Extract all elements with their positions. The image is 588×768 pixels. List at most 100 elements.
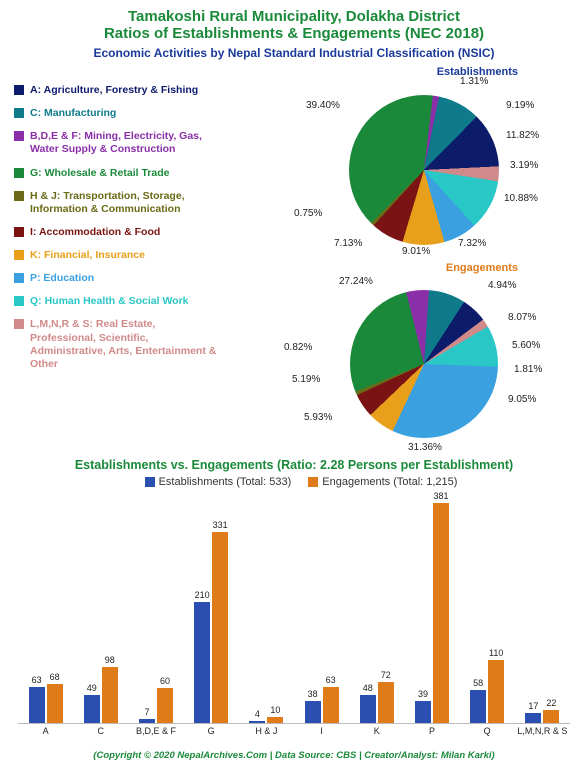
bar-value-label: 63 — [326, 675, 336, 685]
bar-establishments: 4 — [249, 721, 265, 723]
pie-charts-column: Establishments 39.40%1.31%9.19%11.82%3.1… — [224, 66, 578, 452]
pie-slice-label: 7.13% — [334, 238, 362, 249]
bar-engagements: 10 — [267, 717, 283, 723]
xaxis-label: I — [320, 726, 323, 736]
bar-establishments: 39 — [415, 701, 431, 724]
legend-label: H & J: Transportation, Storage, Informat… — [30, 190, 224, 216]
legend-swatch — [14, 250, 24, 260]
legend-row: G: Wholesale & Retail Trade — [14, 167, 224, 180]
legend-row: L,M,N,R & S: Real Estate, Professional, … — [14, 318, 224, 371]
bar-chart-legend: Establishments (Total: 533) Engagements … — [0, 476, 588, 488]
legend-label: K: Financial, Insurance — [30, 249, 145, 262]
bar-establishments: 49 — [84, 695, 100, 723]
pie-title-establishments: Establishments — [224, 66, 578, 78]
bar-group: 410 — [249, 717, 283, 723]
bar-value-label: 60 — [160, 676, 170, 686]
bar-establishments: 48 — [360, 695, 376, 723]
bar-chart-plot: 6368499876021033141038634872393815811017… — [18, 494, 570, 724]
legend-swatch-establishments — [145, 477, 155, 487]
bar-group: 58110 — [470, 660, 504, 724]
legend-label: I: Accommodation & Food — [30, 226, 160, 239]
xaxis-label: L,M,N,R & S — [517, 726, 567, 736]
xaxis-label: Q — [484, 726, 491, 736]
bar-group: 6368 — [29, 684, 63, 723]
pie-slice-label: 0.75% — [294, 208, 322, 219]
bar-group: 4872 — [360, 682, 394, 724]
pie-slice-label: 1.81% — [514, 364, 542, 375]
bar-engagements: 381 — [433, 503, 449, 723]
bar-establishments: 7 — [139, 719, 155, 723]
legend-label-establishments: Establishments (Total: 533) — [159, 476, 292, 488]
pie-slice-label: 8.07% — [508, 312, 536, 323]
bar-group: 39381 — [415, 503, 449, 723]
bar-engagements: 68 — [47, 684, 63, 723]
legend-label-engagements: Engagements (Total: 1,215) — [322, 476, 457, 488]
page-title-line2: Ratios of Establishments & Engagements (… — [10, 25, 578, 42]
bar-value-label: 110 — [489, 648, 503, 658]
pie-slice-label: 39.40% — [306, 100, 340, 111]
bar-value-label: 72 — [381, 670, 391, 680]
legend-swatch-engagements — [308, 477, 318, 487]
pie-slice-label: 27.24% — [339, 276, 373, 287]
bar-value-label: 331 — [213, 520, 228, 530]
pie-slice-label: 5.93% — [304, 412, 332, 423]
pie-slice-label: 5.60% — [512, 340, 540, 351]
bar-engagements: 63 — [323, 687, 339, 723]
pie-slice-label: 10.88% — [504, 193, 538, 204]
bar-value-label: 210 — [195, 590, 210, 600]
bar-value-label: 49 — [87, 683, 97, 693]
pie-slice-label: 31.36% — [408, 442, 442, 453]
pie-slice-label: 7.32% — [458, 238, 486, 249]
legend-label: C: Manufacturing — [30, 107, 116, 120]
legend-label: Q: Human Health & Social Work — [30, 295, 189, 308]
bar-value-label: 63 — [32, 675, 42, 685]
bar-establishments: 63 — [29, 687, 45, 723]
title-block: Tamakoshi Rural Municipality, Dolakha Di… — [0, 0, 588, 62]
legend-row: B,D,E & F: Mining, Electricity, Gas, Wat… — [14, 130, 224, 156]
pie-slice-label: 9.01% — [402, 246, 430, 257]
bar-group: 760 — [139, 688, 173, 723]
legend-row: Q: Human Health & Social Work — [14, 295, 224, 308]
category-legend: A: Agriculture, Forestry & Fishing C: Man… — [14, 66, 224, 452]
footer-credit: (Copyright © 2020 NepalArchives.Com | Da… — [0, 750, 588, 761]
bar-value-label: 17 — [528, 701, 538, 711]
bar-engagements: 72 — [378, 682, 394, 724]
legend-row: H & J: Transportation, Storage, Informat… — [14, 190, 224, 216]
legend-label: A: Agriculture, Forestry & Fishing — [30, 84, 198, 97]
legend-swatch — [14, 296, 24, 306]
xaxis-label: P — [429, 726, 435, 736]
legend-swatch — [14, 108, 24, 118]
legend-swatch — [14, 168, 24, 178]
pie-section: A: Agriculture, Forestry & Fishing C: Man… — [0, 62, 588, 452]
pie-chart-establishments — [349, 95, 499, 245]
bar-value-label: 48 — [363, 683, 373, 693]
bar-group: 210331 — [194, 532, 228, 723]
pie-slice-label: 5.19% — [292, 374, 320, 385]
bar-engagements: 22 — [543, 710, 559, 723]
bar-group: 4998 — [84, 667, 118, 724]
legend-swatch — [14, 131, 24, 141]
legend-label: B,D,E & F: Mining, Electricity, Gas, Wat… — [30, 130, 224, 156]
pie-slice-label: 11.82% — [506, 130, 539, 141]
legend-label: P: Education — [30, 272, 94, 285]
legend-label: G: Wholesale & Retail Trade — [30, 167, 169, 180]
pie-engagements-wrap: 27.24%4.94%8.07%5.60%1.81%9.05%31.36%5.9… — [224, 274, 578, 452]
legend-swatch — [14, 319, 24, 329]
bar-value-label: 68 — [50, 672, 60, 682]
xaxis-label: C — [98, 726, 105, 736]
legend-label: L,M,N,R & S: Real Estate, Professional, … — [30, 318, 224, 371]
bar-chart-title: Establishments vs. Engagements (Ratio: 2… — [0, 458, 588, 472]
bar-value-label: 58 — [473, 678, 483, 688]
legend-row: P: Education — [14, 272, 224, 285]
bar-value-label: 10 — [270, 705, 280, 715]
legend-row: C: Manufacturing — [14, 107, 224, 120]
bar-value-label: 38 — [308, 689, 318, 699]
bar-chart-xaxis: ACB,D,E & FGH & JIKPQL,M,N,R & S — [18, 726, 570, 742]
pie-slice-label: 3.19% — [510, 160, 538, 171]
bar-establishments: 58 — [470, 690, 486, 723]
pie-establishments-wrap: 39.40%1.31%9.19%11.82%3.19%10.88%7.32%9.… — [224, 78, 578, 256]
bar-engagements: 110 — [488, 660, 504, 724]
page-subtitle: Economic Activities by Nepal Standard In… — [10, 46, 578, 60]
pie-slice-label: 4.94% — [488, 280, 516, 291]
legend-swatch — [14, 273, 24, 283]
